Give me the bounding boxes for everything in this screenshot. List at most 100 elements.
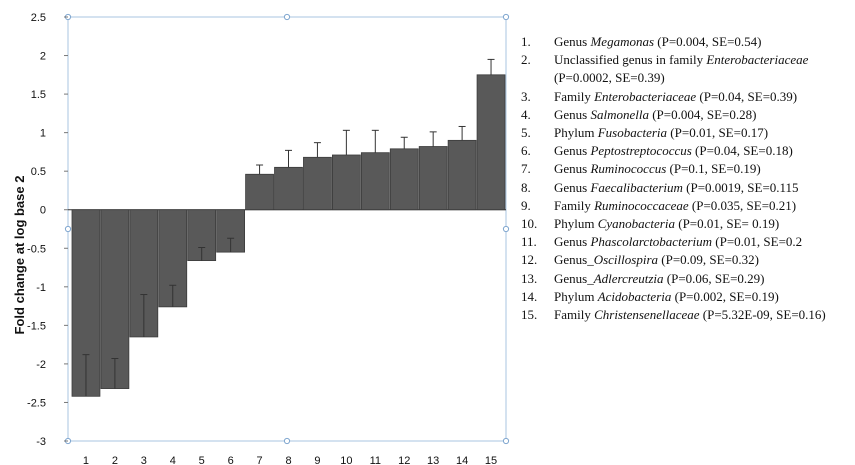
legend-item-rank: Genus <box>554 143 591 159</box>
legend-item-taxon: Adlercreutzia <box>593 270 664 286</box>
x-tick-label: 13 <box>427 455 439 465</box>
legend-item-stats: (P=0.01, SE= 0.19) <box>674 216 780 232</box>
legend-item-stats: (P=0.01, SE=0.17) <box>667 125 769 141</box>
legend-item: 12. Genus_Oscillospira (P=0.09, SE=0.32) <box>521 251 851 269</box>
x-tick-label: 8 <box>285 455 291 465</box>
legend-item: 9. Family Ruminococcaceae (P=0.035, SE=0.… <box>521 197 851 215</box>
legend-item-rank: Genus <box>554 161 591 177</box>
legend-item-stats: (P=0.0019, SE=0.115 <box>682 179 799 195</box>
legend-item-number: 5. <box>521 125 531 141</box>
y-tick-label: 0.5 <box>31 166 46 178</box>
legend-item-stats: (P=0.0002, SE=0.39) <box>554 70 665 86</box>
x-tick-label: 5 <box>199 455 205 465</box>
legend-item-number: 14. <box>521 288 538 304</box>
legend-item-taxon: Ruminococcaceae <box>594 197 689 213</box>
legend-item-taxon: Peptostreptococcus <box>590 143 692 159</box>
legend-item-number: 10. <box>521 216 538 232</box>
legend-item: 5. Phylum Fusobacteria (P=0.01, SE=0.17) <box>521 124 851 142</box>
y-tick-label: -0.5 <box>27 243 46 255</box>
x-tick-label: 7 <box>257 455 263 465</box>
legend-item-rank: Genus <box>554 234 591 250</box>
legend-item: 10. Phylum Cyanobacteria (P=0.01, SE= 0.1… <box>521 215 851 233</box>
x-tick-label: 4 <box>170 455 176 465</box>
legend-item-stats: (P=5.32E-09, SE=0.16) <box>699 307 826 323</box>
legend-item: 6. Genus Peptostreptococcus (P=0.04, SE=0… <box>521 142 851 160</box>
legend-item-taxon: Faecalibacterium <box>590 179 683 195</box>
legend-item-rank: Genus <box>554 106 591 122</box>
bar <box>245 173 274 211</box>
selection-handle <box>502 437 510 445</box>
legend-item-stats: (P=0.06, SE=0.29) <box>663 270 765 286</box>
x-axis-ticks: 1 2 3 4 5 6 7 8 9 10 11 12 13 14 15 <box>83 455 497 465</box>
x-tick-label: 9 <box>314 455 320 465</box>
legend-item-rank: Phylum <box>554 125 598 141</box>
x-tick-label: 10 <box>340 455 352 465</box>
legend-item-taxon: Salmonella <box>590 106 649 122</box>
legend-item-stats: (P=0.035, SE=0.21) <box>688 197 797 213</box>
legend-item-rank: Phylum <box>554 216 598 232</box>
legend-item: 14. Phylum Acidobacteria (P=0.002, SE=0.1… <box>521 288 851 306</box>
bar <box>389 148 419 211</box>
x-tick-label: 2 <box>112 455 118 465</box>
y-tick-label: 0 <box>40 205 46 217</box>
bar <box>303 156 332 211</box>
legend-item-rank: Family <box>554 197 595 213</box>
legend-item: 15. Family Christensenellaceae (P=5.32E-0… <box>521 306 851 324</box>
bar <box>331 154 361 211</box>
x-tick-label: 11 <box>370 455 381 465</box>
legend-item: 4. Genus Salmonella (P=0.004, SE=0.28) <box>521 106 851 124</box>
y-tick-label: -3 <box>36 436 46 448</box>
selection-handle <box>64 225 72 233</box>
y-tick-label: -2 <box>36 359 46 371</box>
legend-item-taxon: Megamonas <box>590 34 655 49</box>
legend-item-stats: (P=0.004, SE=0.28) <box>648 106 757 122</box>
y-tick-label: -2.5 <box>27 397 46 409</box>
legend-item-taxon: Oscillospira <box>593 252 659 268</box>
legend-item-taxon: Ruminococcus <box>590 161 667 177</box>
legend-item-number: 6. <box>521 143 531 159</box>
legend-item: 11. Genus Phascolarctobacterium (P=0.01, … <box>521 233 851 251</box>
legend-item-taxon: Enterobacteriaceae <box>594 88 697 104</box>
bar <box>360 152 390 211</box>
error-bars <box>82 58 495 397</box>
bar <box>418 146 448 211</box>
y-tick-label: 1.5 <box>31 89 46 101</box>
y-tick-label: 2 <box>40 51 46 63</box>
legend-item-number: 7. <box>521 161 531 177</box>
bar <box>447 139 477 211</box>
legend-item-number: 8. <box>521 179 531 195</box>
legend: 1. Genus Megamonas (P=0.004, SE=0.54) 2. Un… <box>521 33 851 324</box>
bar <box>476 74 506 211</box>
legend-item-stats: (P=0.002, SE=0.19) <box>671 288 779 304</box>
legend-item-number: 9. <box>521 197 531 213</box>
legend-item-stats: (P=0.1, SE=0.19) <box>666 161 761 177</box>
legend-item-stats: (P=0.04, SE=0.39) <box>696 88 798 104</box>
legend-item-taxon: Phascolarctobacterium <box>590 234 713 250</box>
legend-item: 8. Genus Faecalibacterium (P=0.0019, SE=0… <box>521 179 851 197</box>
selection-handle <box>283 13 291 21</box>
legend-item-number: 12. <box>521 252 538 268</box>
legend-item-number: 1. <box>521 34 531 49</box>
selection-handle <box>502 225 510 233</box>
chart-frame <box>64 13 510 445</box>
y-tick-label: -1 <box>36 282 46 294</box>
legend-item-taxon: Cyanobacteria <box>597 216 675 232</box>
y-tick-label: -1.5 <box>27 320 46 332</box>
legend-item-stats: (P=0.004, SE=0.54) <box>654 34 762 49</box>
legend-item-number: 15. <box>521 307 538 323</box>
legend-item: 3. Family Enterobacteriaceae (P=0.04, SE=… <box>521 88 851 106</box>
bar <box>274 166 303 211</box>
legend-item-taxon: Acidobacteria <box>597 288 672 304</box>
legend-item-taxon: Christensenellaceae <box>594 307 700 323</box>
legend-item-rank: Unclassified genus in family <box>554 52 707 68</box>
y-tick-label: 2.5 <box>31 12 46 24</box>
legend-item-rank: Family <box>554 88 595 104</box>
selection-handle <box>283 437 291 445</box>
legend-item-stats: (P=0.09, SE=0.32) <box>658 252 759 268</box>
legend-item-rank: Family <box>554 307 595 323</box>
x-tick-label: 12 <box>398 455 410 465</box>
legend-item-taxon: Fusobacteria <box>597 125 668 141</box>
x-tick-label: 3 <box>141 455 147 465</box>
legend-item-rank: Genus <box>554 34 591 49</box>
